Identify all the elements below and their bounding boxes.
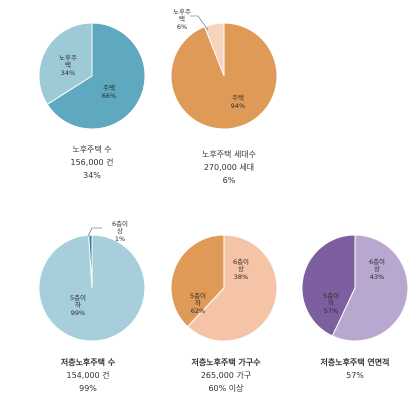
pie-chart-household-count: 노후주 택 6% 주택 94% bbox=[168, 8, 280, 132]
caption-value: 270,000 세대 bbox=[203, 163, 255, 172]
pie-slice-1 bbox=[187, 234, 278, 342]
slice-label-house: 주택 66% bbox=[102, 83, 116, 100]
slice-pct-highrise: 43% bbox=[370, 273, 384, 281]
pie-slice-1 bbox=[170, 22, 278, 130]
leader-line bbox=[190, 15, 209, 31]
caption-percent: 60% 이상 bbox=[208, 384, 244, 393]
slice-label-highrise: 6층이 상 1% bbox=[112, 219, 128, 243]
caption-lowrise-count: 저층노후주택 수 154,000 건 99% bbox=[13, 356, 163, 395]
slice-label-highrise: 6층이 상 43% bbox=[369, 257, 385, 281]
pie-slice-0 bbox=[170, 234, 225, 328]
pie-svg: 6층이 상 38% 5층이 하 62% bbox=[170, 234, 278, 342]
caption-lowrise-floor-area: 저층노후주택 연면적 57% bbox=[280, 356, 419, 382]
caption-household-count: 노후주택 세대수 270,000 세대 6% bbox=[154, 148, 304, 187]
slice-pct-old: 6% bbox=[177, 23, 187, 31]
caption-percent: 57% bbox=[346, 371, 364, 380]
pie-svg: 노후주 택 6% 주택 94% bbox=[170, 8, 278, 130]
slice-pct-highrise: 1% bbox=[115, 235, 125, 243]
caption-value: 265,000 가구 bbox=[200, 371, 252, 380]
pie-slice-1 bbox=[38, 234, 146, 342]
caption-title: 노후주택 세대수 bbox=[201, 150, 257, 159]
pie-svg: 6층이 상 1% 5층이 하 99% bbox=[38, 219, 146, 342]
caption-percent: 34% bbox=[83, 171, 101, 180]
slice-pct-highrise: 38% bbox=[234, 273, 248, 281]
caption-percent: 6% bbox=[222, 176, 236, 185]
leader-line bbox=[87, 227, 102, 237]
caption-housing-count: 노후주택 수 156,000 건 34% bbox=[17, 143, 167, 182]
slice-label-old: 노후주 택 6% bbox=[173, 8, 191, 31]
pie-chart-lowrise-count: 6층이 상 1% 5층이 하 99% bbox=[36, 219, 148, 344]
caption-title: 저층노후주택 연면적 bbox=[320, 358, 390, 367]
caption-percent: 99% bbox=[79, 384, 97, 393]
caption-title: 저층노후주택 가구수 bbox=[191, 358, 261, 367]
slice-label-house: 주택 94% bbox=[231, 93, 245, 110]
caption-title: 저층노후주택 수 bbox=[60, 358, 116, 367]
slice-label-old: 노후주 택 34% bbox=[59, 54, 77, 77]
slice-pct-lowrise: 57% bbox=[324, 307, 338, 315]
pie-chart-housing-count: 노후주 택 34% 주택 66% bbox=[36, 20, 148, 132]
slice-pct-lowrise: 99% bbox=[71, 309, 85, 317]
pie-slice-0 bbox=[301, 234, 356, 337]
slice-label-lowrise: 5층이 하 99% bbox=[70, 293, 86, 317]
caption-title: 노후주택 수 bbox=[72, 145, 112, 154]
caption-lowrise-households: 저층노후주택 가구수 265,000 가구 60% 이상 bbox=[151, 356, 301, 395]
pie-chart-lowrise-households: 6층이 상 38% 5층이 하 62% bbox=[168, 232, 280, 344]
caption-value: 154,000 건 bbox=[66, 371, 110, 380]
slice-label-lowrise: 5층이 하 57% bbox=[323, 291, 339, 315]
slice-pct-old: 34% bbox=[61, 69, 75, 77]
caption-value: 156,000 건 bbox=[70, 158, 114, 167]
slice-pct-house: 94% bbox=[231, 102, 245, 110]
slice-pct-lowrise: 62% bbox=[191, 307, 205, 315]
pie-slice-1 bbox=[331, 234, 409, 342]
slice-pct-house: 66% bbox=[102, 92, 116, 100]
slice-label-highrise: 6층이 상 38% bbox=[233, 257, 249, 281]
slice-label-lowrise: 5층이 하 62% bbox=[190, 291, 206, 315]
pie-slice-1 bbox=[46, 22, 146, 130]
pie-svg: 6층이 상 43% 5층이 하 57% bbox=[301, 234, 409, 342]
pie-chart-lowrise-floor-area: 6층이 상 43% 5층이 하 57% bbox=[299, 232, 411, 344]
pie-svg: 노후주 택 34% 주택 66% bbox=[38, 22, 146, 130]
